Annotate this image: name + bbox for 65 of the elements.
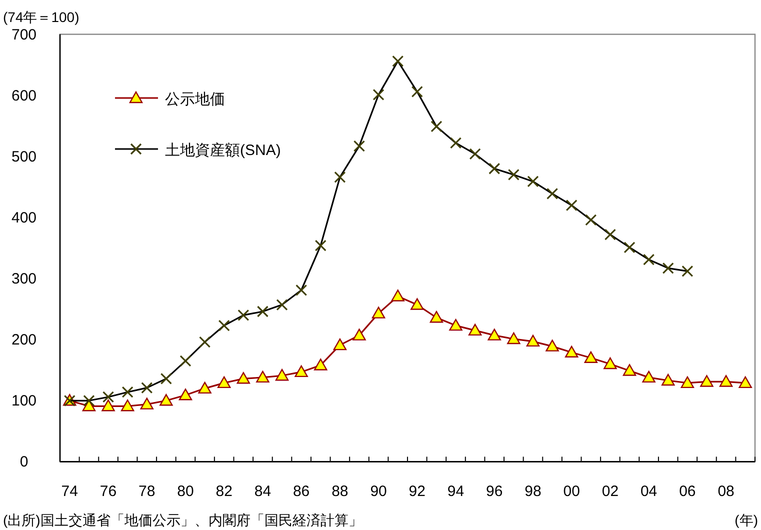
y-tick-label: 0 bbox=[20, 454, 28, 471]
point bbox=[642, 370, 656, 383]
x-tick-label: 98 bbox=[524, 483, 542, 500]
point bbox=[430, 311, 444, 323]
x-tick-label: 04 bbox=[640, 483, 658, 500]
point bbox=[275, 369, 289, 381]
x-tick-label: 76 bbox=[100, 483, 117, 500]
x-tick-label: 86 bbox=[292, 483, 310, 500]
point bbox=[468, 324, 482, 336]
y-tick-label: 400 bbox=[11, 209, 37, 226]
point bbox=[526, 334, 540, 347]
text: (出所)国土交通省「地価公示」、内閣府「国民経済計算」 bbox=[3, 512, 362, 528]
point bbox=[564, 346, 578, 358]
x-tick-label: 80 bbox=[177, 483, 194, 500]
x-tick-label: 84 bbox=[254, 483, 272, 500]
x-tick-label: 82 bbox=[216, 483, 232, 500]
point bbox=[236, 372, 250, 384]
x-tick-label: 94 bbox=[447, 483, 464, 500]
point bbox=[160, 394, 173, 406]
point bbox=[102, 400, 115, 412]
x-tick-label: 96 bbox=[486, 483, 503, 500]
point bbox=[352, 328, 366, 340]
point bbox=[178, 388, 192, 400]
x-tick-label: 06 bbox=[679, 483, 696, 500]
point bbox=[120, 400, 134, 412]
point bbox=[507, 332, 520, 344]
point bbox=[294, 365, 308, 378]
point bbox=[140, 398, 154, 410]
y-tick-label: 700 bbox=[11, 26, 37, 44]
point bbox=[700, 375, 714, 387]
legend-label: 土地資産額(SNA) bbox=[165, 142, 281, 159]
y-axis-title: (74年＝100) bbox=[3, 9, 80, 25]
point bbox=[662, 374, 675, 386]
point bbox=[738, 376, 752, 388]
point bbox=[198, 382, 212, 394]
point bbox=[256, 370, 270, 383]
y-tick-label: 600 bbox=[11, 87, 37, 104]
x-tick-label: 88 bbox=[332, 483, 348, 500]
point bbox=[680, 376, 694, 388]
point bbox=[372, 306, 386, 318]
point bbox=[584, 351, 598, 364]
point bbox=[719, 375, 733, 387]
legend-label: 公示地価 bbox=[165, 91, 225, 108]
point bbox=[314, 358, 328, 370]
x-tick-label: 90 bbox=[370, 483, 387, 500]
x-tick-label: 02 bbox=[602, 483, 619, 500]
x-tick-label: 92 bbox=[408, 483, 426, 500]
x-axis-title: (年) bbox=[734, 512, 758, 528]
point bbox=[604, 357, 617, 370]
point bbox=[546, 340, 559, 352]
y-tick-label: 500 bbox=[11, 148, 37, 166]
point bbox=[217, 376, 231, 388]
x-tick-label: 00 bbox=[563, 483, 580, 500]
point bbox=[391, 290, 404, 302]
y-tick-label: 200 bbox=[11, 332, 37, 349]
point bbox=[622, 364, 636, 376]
point bbox=[488, 328, 501, 340]
point bbox=[449, 318, 462, 331]
x-tick-label: 08 bbox=[718, 483, 734, 500]
x-tick-label: 78 bbox=[138, 483, 156, 500]
point bbox=[410, 298, 424, 310]
point bbox=[333, 338, 347, 350]
x-tick-label: 74 bbox=[61, 483, 78, 500]
y-tick-label: 100 bbox=[11, 392, 37, 410]
y-tick-label: 300 bbox=[11, 270, 37, 288]
